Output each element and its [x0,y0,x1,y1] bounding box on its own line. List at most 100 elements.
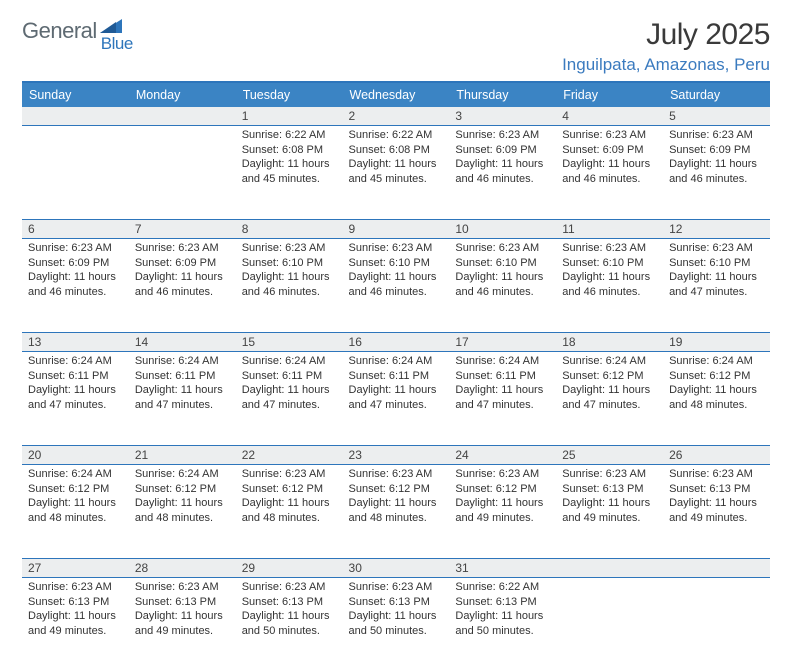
day-detail: Sunrise: 6:24 AMSunset: 6:12 PMDaylight:… [28,465,123,525]
day-number-cell [663,559,770,578]
day-detail: Sunrise: 6:24 AMSunset: 6:11 PMDaylight:… [135,352,230,412]
weekday-wednesday: Wednesday [343,82,450,107]
day-number-cell: 20 [22,446,129,465]
day-number-cell: 6 [22,220,129,239]
day-detail: Sunrise: 6:24 AMSunset: 6:12 PMDaylight:… [669,352,764,412]
day-content-cell: Sunrise: 6:24 AMSunset: 6:12 PMDaylight:… [22,465,129,559]
day-number-cell: 5 [663,107,770,126]
day-number-cell: 10 [449,220,556,239]
day-number-cell: 22 [236,446,343,465]
day-content-cell [663,578,770,672]
day-detail: Sunrise: 6:23 AMSunset: 6:12 PMDaylight:… [242,465,337,525]
day-content-cell: Sunrise: 6:23 AMSunset: 6:13 PMDaylight:… [129,578,236,672]
day-detail: Sunrise: 6:23 AMSunset: 6:13 PMDaylight:… [562,465,657,525]
day-detail: Sunrise: 6:22 AMSunset: 6:08 PMDaylight:… [242,126,337,186]
day-detail: Sunrise: 6:23 AMSunset: 6:09 PMDaylight:… [669,126,764,186]
daynum-row: 20212223242526 [22,446,770,465]
day-number-cell: 12 [663,220,770,239]
day-detail: Sunrise: 6:23 AMSunset: 6:12 PMDaylight:… [455,465,550,525]
day-content-cell [22,126,129,220]
weekday-thursday: Thursday [449,82,556,107]
day-content-cell: Sunrise: 6:23 AMSunset: 6:10 PMDaylight:… [236,239,343,333]
day-content-cell: Sunrise: 6:24 AMSunset: 6:11 PMDaylight:… [343,352,450,446]
content-row: Sunrise: 6:24 AMSunset: 6:11 PMDaylight:… [22,352,770,446]
logo-text-general: General [22,18,97,44]
day-content-cell [556,578,663,672]
day-detail: Sunrise: 6:22 AMSunset: 6:13 PMDaylight:… [455,578,550,638]
day-detail: Sunrise: 6:23 AMSunset: 6:13 PMDaylight:… [28,578,123,638]
day-content-cell: Sunrise: 6:24 AMSunset: 6:11 PMDaylight:… [449,352,556,446]
day-content-cell: Sunrise: 6:24 AMSunset: 6:11 PMDaylight:… [236,352,343,446]
content-row: Sunrise: 6:23 AMSunset: 6:09 PMDaylight:… [22,239,770,333]
day-number-cell: 3 [449,107,556,126]
day-content-cell: Sunrise: 6:23 AMSunset: 6:12 PMDaylight:… [236,465,343,559]
day-content-cell: Sunrise: 6:23 AMSunset: 6:12 PMDaylight:… [343,465,450,559]
day-content-cell: Sunrise: 6:24 AMSunset: 6:12 PMDaylight:… [129,465,236,559]
day-number-cell: 8 [236,220,343,239]
day-content-cell [129,126,236,220]
day-detail: Sunrise: 6:24 AMSunset: 6:12 PMDaylight:… [562,352,657,412]
daynum-row: 6789101112 [22,220,770,239]
day-detail: Sunrise: 6:24 AMSunset: 6:11 PMDaylight:… [28,352,123,412]
day-content-cell: Sunrise: 6:24 AMSunset: 6:12 PMDaylight:… [556,352,663,446]
day-number-cell: 16 [343,333,450,352]
weekday-saturday: Saturday [663,82,770,107]
daynum-row: 12345 [22,107,770,126]
day-number-cell: 24 [449,446,556,465]
day-number-cell: 23 [343,446,450,465]
logo: General Blue [22,18,156,44]
day-detail: Sunrise: 6:23 AMSunset: 6:09 PMDaylight:… [562,126,657,186]
day-number-cell [556,559,663,578]
day-number-cell: 27 [22,559,129,578]
weekday-header-row: Sunday Monday Tuesday Wednesday Thursday… [22,82,770,107]
day-detail: Sunrise: 6:23 AMSunset: 6:10 PMDaylight:… [562,239,657,299]
day-number-cell: 26 [663,446,770,465]
content-row: Sunrise: 6:24 AMSunset: 6:12 PMDaylight:… [22,465,770,559]
day-number-cell [129,107,236,126]
day-content-cell: Sunrise: 6:23 AMSunset: 6:13 PMDaylight:… [343,578,450,672]
day-content-cell: Sunrise: 6:22 AMSunset: 6:08 PMDaylight:… [236,126,343,220]
day-number-cell: 14 [129,333,236,352]
weekday-tuesday: Tuesday [236,82,343,107]
day-content-cell: Sunrise: 6:23 AMSunset: 6:09 PMDaylight:… [22,239,129,333]
day-content-cell: Sunrise: 6:24 AMSunset: 6:11 PMDaylight:… [22,352,129,446]
day-number-cell: 11 [556,220,663,239]
day-number-cell: 28 [129,559,236,578]
day-number-cell: 4 [556,107,663,126]
day-detail: Sunrise: 6:23 AMSunset: 6:10 PMDaylight:… [455,239,550,299]
day-content-cell: Sunrise: 6:23 AMSunset: 6:09 PMDaylight:… [129,239,236,333]
calendar-table: Sunday Monday Tuesday Wednesday Thursday… [22,81,770,672]
day-number-cell: 17 [449,333,556,352]
day-number-cell: 9 [343,220,450,239]
weekday-sunday: Sunday [22,82,129,107]
day-detail: Sunrise: 6:23 AMSunset: 6:10 PMDaylight:… [242,239,337,299]
month-title: July 2025 [562,18,770,52]
day-detail: Sunrise: 6:23 AMSunset: 6:13 PMDaylight:… [135,578,230,638]
header: General Blue July 2025 Inguilpata, Amazo… [22,18,770,75]
day-content-cell: Sunrise: 6:23 AMSunset: 6:09 PMDaylight:… [449,126,556,220]
day-detail: Sunrise: 6:24 AMSunset: 6:11 PMDaylight:… [242,352,337,412]
day-content-cell: Sunrise: 6:23 AMSunset: 6:10 PMDaylight:… [343,239,450,333]
day-content-cell: Sunrise: 6:23 AMSunset: 6:10 PMDaylight:… [449,239,556,333]
day-detail: Sunrise: 6:23 AMSunset: 6:09 PMDaylight:… [455,126,550,186]
day-detail: Sunrise: 6:23 AMSunset: 6:13 PMDaylight:… [349,578,444,638]
day-number-cell: 18 [556,333,663,352]
day-content-cell: Sunrise: 6:23 AMSunset: 6:13 PMDaylight:… [22,578,129,672]
day-number-cell: 30 [343,559,450,578]
day-number-cell: 31 [449,559,556,578]
content-row: Sunrise: 6:23 AMSunset: 6:13 PMDaylight:… [22,578,770,672]
daynum-row: 13141516171819 [22,333,770,352]
day-detail: Sunrise: 6:23 AMSunset: 6:09 PMDaylight:… [28,239,123,299]
content-row: Sunrise: 6:22 AMSunset: 6:08 PMDaylight:… [22,126,770,220]
day-number-cell: 7 [129,220,236,239]
day-content-cell: Sunrise: 6:23 AMSunset: 6:10 PMDaylight:… [663,239,770,333]
day-content-cell: Sunrise: 6:23 AMSunset: 6:09 PMDaylight:… [556,126,663,220]
day-number-cell [22,107,129,126]
calendar-body: 12345Sunrise: 6:22 AMSunset: 6:08 PMDayl… [22,107,770,672]
day-number-cell: 1 [236,107,343,126]
day-detail: Sunrise: 6:23 AMSunset: 6:13 PMDaylight:… [242,578,337,638]
day-detail: Sunrise: 6:24 AMSunset: 6:11 PMDaylight:… [455,352,550,412]
title-block: July 2025 Inguilpata, Amazonas, Peru [562,18,770,75]
day-content-cell: Sunrise: 6:24 AMSunset: 6:12 PMDaylight:… [663,352,770,446]
day-content-cell: Sunrise: 6:22 AMSunset: 6:13 PMDaylight:… [449,578,556,672]
